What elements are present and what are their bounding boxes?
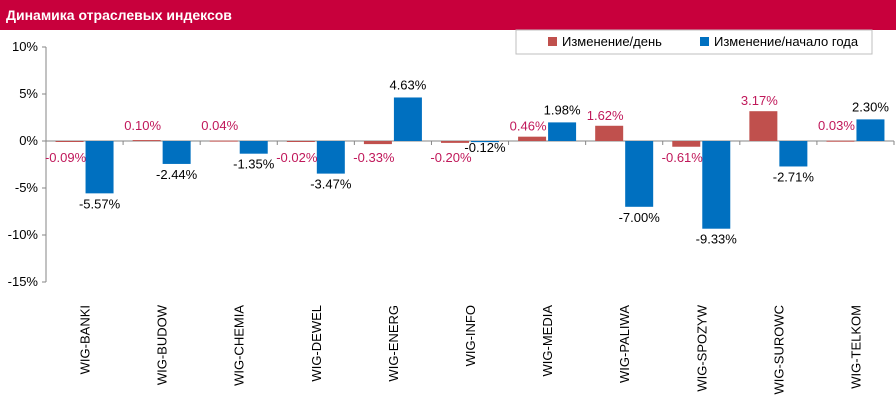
legend: Изменение/день Изменение/начало года [515, 29, 873, 55]
data-label-ytd: -1.35% [233, 157, 275, 172]
data-label-day: -0.02% [276, 150, 318, 165]
y-tick-label: 5% [19, 86, 38, 101]
category-label: WIG-ENERG [386, 305, 401, 382]
category-label: WIG-SPOZYW [694, 304, 709, 391]
data-label-day: -0.09% [45, 150, 87, 165]
bar-day [132, 140, 161, 142]
data-label-ytd: -5.57% [79, 196, 121, 211]
bar-day [55, 141, 84, 142]
data-label-day: 0.46% [510, 119, 547, 134]
data-label-ytd: -2.44% [156, 167, 198, 182]
data-label-ytd: -2.71% [773, 169, 815, 184]
legend-label-ytd: Изменение/начало года [714, 34, 859, 49]
bar-ytd [625, 141, 654, 207]
y-tick-label: -10% [8, 227, 39, 242]
bar-ytd [779, 141, 808, 167]
bar-ytd [548, 122, 577, 141]
legend-swatch-ytd [700, 37, 709, 46]
data-label-ytd: -0.12% [464, 140, 506, 155]
data-label-day: -0.20% [430, 150, 472, 165]
category-label: WIG-BANKI [78, 305, 93, 374]
axes: 10% 5% 0% -5% -10% -15% [8, 39, 895, 289]
bar-day [518, 136, 547, 141]
y-tick-label: -15% [8, 274, 39, 289]
chart-title: Динамика отраслевых индексов [0, 0, 896, 30]
bar-day [672, 141, 701, 147]
bar-ytd [856, 119, 885, 141]
bar-day [595, 125, 624, 141]
category-label: WIG-CHEMIA [232, 305, 247, 386]
data-labels: -0.09% -5.57% 0.10% -2.44% 0.04% -1.35% -0.02%… [45, 77, 889, 246]
y-tick-label: -5% [15, 180, 39, 195]
bars [55, 97, 885, 229]
category-label: WIG-MEDIA [540, 305, 555, 377]
data-label-ytd: 4.63% [389, 77, 426, 92]
category-label: WIG-BUDOW [155, 304, 170, 385]
bar-ytd [85, 141, 114, 194]
data-label-day: -0.33% [353, 150, 395, 165]
data-label-ytd: 1.98% [544, 102, 581, 117]
data-label-day: 0.04% [201, 118, 238, 133]
legend-swatch-day [548, 37, 557, 46]
data-label-day: 1.62% [587, 108, 624, 123]
bar-day [286, 141, 315, 142]
legend-label-day: Изменение/день [562, 34, 662, 49]
category-label: WIG-DEWEL [309, 305, 324, 382]
data-label-ytd: -7.00% [619, 210, 661, 225]
category-labels: WIG-BANKI WIG-BUDOW WIG-CHEMIA WIG-DEWEL WIG… [78, 304, 864, 394]
bar-day [209, 140, 238, 142]
category-label: WIG-PALIWA [617, 305, 632, 383]
bar-ytd [471, 141, 499, 143]
bar-day [441, 141, 469, 143]
category-label: WIG-SUROWC [771, 305, 786, 395]
y-tick-label: 0% [19, 133, 38, 148]
data-label-ytd: -3.47% [310, 177, 352, 192]
bar-ytd [316, 141, 345, 174]
data-label-day: 0.03% [818, 118, 855, 133]
bar-ytd [702, 141, 731, 229]
data-label-day: 0.10% [124, 118, 161, 133]
bar-day [826, 140, 855, 142]
legend-box [515, 29, 873, 55]
bar-ytd [393, 97, 422, 141]
bar-ytd [239, 141, 268, 154]
bar-ytd [162, 141, 191, 164]
bar-day [749, 111, 778, 141]
data-label-day: 3.17% [741, 93, 778, 108]
category-label: WIG-INFO [463, 305, 478, 366]
data-label-ytd: -9.33% [696, 232, 738, 247]
y-tick-label: 10% [12, 39, 38, 54]
data-label-ytd: 2.30% [852, 99, 889, 114]
category-label: WIG-TELKOM [848, 305, 863, 389]
bar-day [363, 141, 392, 145]
data-label-day: -0.61% [662, 150, 704, 165]
